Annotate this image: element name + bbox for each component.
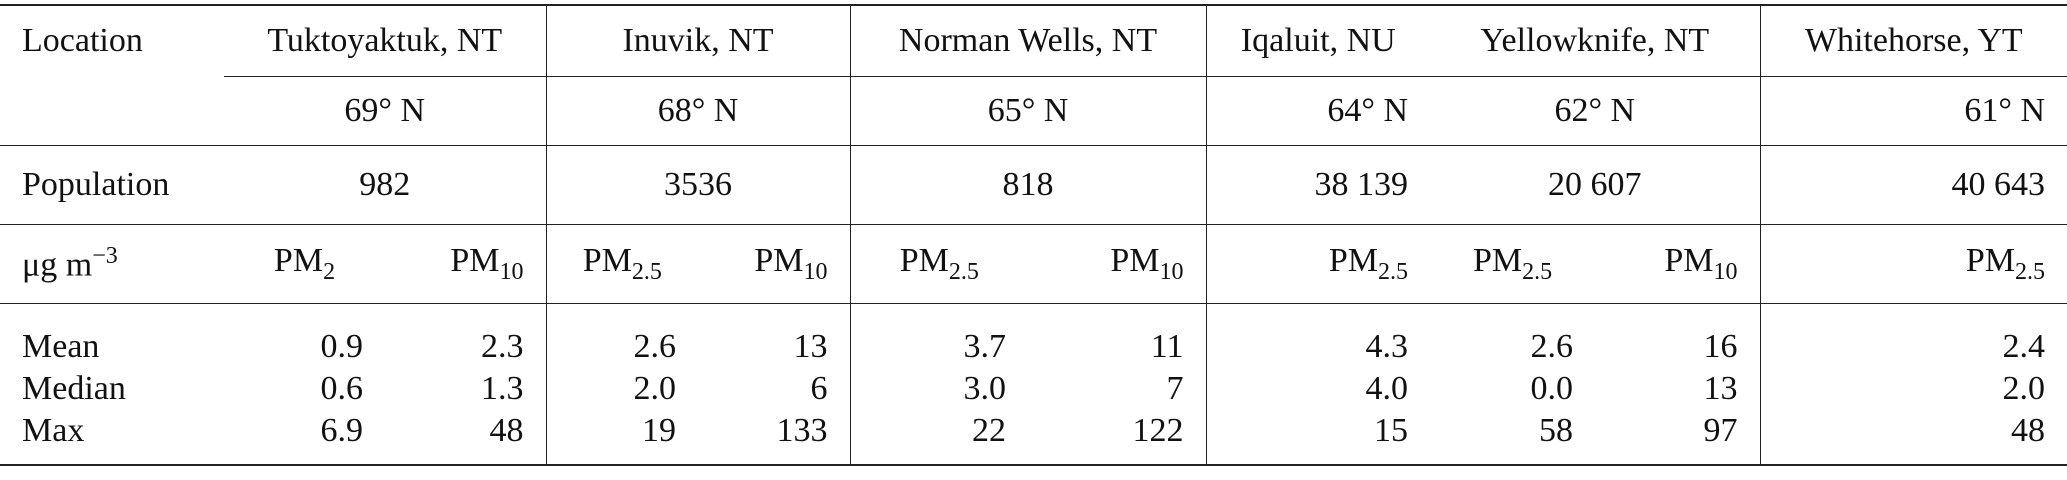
pollutant-subscript: 2.5 (948, 258, 979, 285)
value-cell: 48 (385, 412, 547, 466)
latitude: 68° N (545, 76, 851, 146)
pollutant-base: PM (450, 242, 500, 280)
population: 982 (224, 145, 547, 225)
value-cell: 3.0 (849, 366, 1029, 412)
value-cell: 7 (1166, 370, 1184, 407)
pollutant: PM2.5 (1759, 224, 2067, 304)
pollutant-subscript: 10 (1159, 258, 1184, 285)
table-row: Population 982 3536 818 38 139 20 607 40 643 (0, 145, 2067, 225)
pollutant-base: PM (754, 242, 804, 280)
pollutant-base: PM (582, 242, 632, 280)
pollutant-base: PM (1328, 242, 1379, 280)
location-name: Yellowknife, NT (1430, 4, 1761, 77)
table-row: μg m−3 PM2 PM10 PM2.5 PM10 PM2.5 PM10 PM2.5 PM2.… (0, 224, 2067, 304)
pollutant-base: PM (1965, 242, 2016, 280)
value-cell: 15 (1205, 412, 1431, 466)
table-row: Median 0.6 1.3 2.0 6 3.0 7 4.0 0.0 13 2.0 (0, 366, 2067, 412)
pollutant-subscript: 2.5 (1522, 258, 1553, 285)
value-cell: 2.6 (1530, 328, 1574, 365)
value-cell: 58 (1430, 412, 1596, 466)
value-cell: 133 (698, 412, 851, 466)
pollutant: PM10 (698, 224, 851, 304)
location-name: Tuktoyaktuk, NT (224, 4, 547, 77)
value-cell: 6 (810, 370, 828, 407)
empty-cell (0, 76, 224, 146)
value-cell: 16 (1703, 328, 1738, 365)
value-cell: 3.7 (849, 303, 1029, 366)
latitude: 65° N (849, 76, 1207, 146)
value-cell: 48 (1759, 412, 2067, 466)
row-label: Mean (22, 328, 100, 365)
unit-text: μg m (22, 246, 93, 284)
pollutant-base: PM (1664, 242, 1714, 280)
pollutant: PM10 (1028, 224, 1207, 304)
value-cell: 4.0 (1205, 366, 1431, 412)
row-label: Population (0, 145, 224, 225)
pollutant-subscript: 10 (1713, 258, 1738, 285)
value-cell: 2.0 (545, 366, 699, 412)
table-row: 69° N 68° N 65° N 64° N 62° N 61° N (0, 76, 2067, 146)
location-name: Norman Wells, NT (849, 4, 1207, 77)
pollutant-base: PM (1472, 242, 1523, 280)
pollutant: PM10 (385, 224, 547, 304)
pollutant-subscript: 2.5 (1378, 258, 1409, 285)
value-cell: 2.0 (1759, 366, 2067, 412)
value-cell: 0.9 (320, 328, 364, 365)
value-cell: 122 (1028, 412, 1207, 466)
pollutant: PM2 (224, 224, 385, 304)
pollutant-subscript: 10 (803, 258, 828, 285)
pollutant-subscript: 2.5 (631, 258, 662, 285)
value-cell: 13 (1703, 370, 1738, 407)
pollutant-base: PM (1110, 242, 1160, 280)
unit-exponent: −3 (92, 243, 118, 270)
population: 20 607 (1430, 145, 1761, 225)
pollutant-base: PM (273, 242, 324, 280)
value-cell: 2.6 (545, 303, 699, 366)
pollutant: PM2.5 (849, 224, 1029, 304)
pollutant-base: PM (899, 242, 949, 280)
value-cell: 2.4 (1759, 303, 2067, 366)
unit-label: μg m−3 (0, 224, 224, 304)
page: Location Tuktoyaktuk, NT Inuvik, NT Norman … (0, 4, 2067, 480)
value-cell: 0.6 (320, 370, 364, 407)
value-cell: 11 (1150, 328, 1184, 365)
row-label: Max (0, 412, 224, 466)
location-name: Iqaluit, NU (1205, 4, 1431, 77)
value-cell: 1.3 (481, 370, 524, 407)
value-cell: 6.9 (224, 412, 385, 466)
population: 818 (849, 145, 1207, 225)
value-cell: 19 (545, 412, 699, 466)
pollutant-subscript: 2 (323, 258, 336, 285)
population: 40 643 (1759, 145, 2067, 225)
table-body: Location Tuktoyaktuk, NT Inuvik, NT Norman … (0, 4, 2067, 466)
pollutant: PM2.5 (1430, 224, 1596, 304)
value-cell: 0.0 (1530, 370, 1574, 407)
population: 38 139 (1205, 145, 1431, 225)
pollutant-subscript: 2.5 (2015, 258, 2046, 285)
value-cell: 22 (849, 412, 1029, 466)
pollutant: PM10 (1595, 224, 1761, 304)
pollutant-subscript: 10 (499, 258, 524, 285)
value-cell: 13 (793, 328, 828, 365)
location-name: Inuvik, NT (545, 4, 851, 77)
row-label: Median (22, 370, 126, 407)
value-cell: 2.3 (481, 328, 524, 365)
table-row: Max 6.9 48 19 133 22 122 15 58 97 48 (0, 412, 2067, 466)
pollutant: PM2.5 (545, 224, 699, 304)
value-cell: 97 (1595, 412, 1761, 466)
latitude: 64° N (1205, 76, 1431, 146)
value-cell: 4.3 (1205, 303, 1431, 366)
latitude: 69° N (224, 76, 547, 146)
location-name: Whitehorse, YT (1759, 4, 2067, 77)
row-label: Location (0, 4, 224, 77)
table-row: Location Tuktoyaktuk, NT Inuvik, NT Norman … (0, 4, 2067, 77)
population: 3536 (545, 145, 851, 225)
data-table: Location Tuktoyaktuk, NT Inuvik, NT Norman … (0, 4, 2067, 466)
latitude: 61° N (1759, 76, 2067, 146)
pollutant: PM2.5 (1205, 224, 1431, 304)
table-row: Mean 0.9 2.3 2.6 13 3.7 11 4.3 2.6 16 2.4 (0, 303, 2067, 366)
latitude: 62° N (1430, 76, 1761, 146)
